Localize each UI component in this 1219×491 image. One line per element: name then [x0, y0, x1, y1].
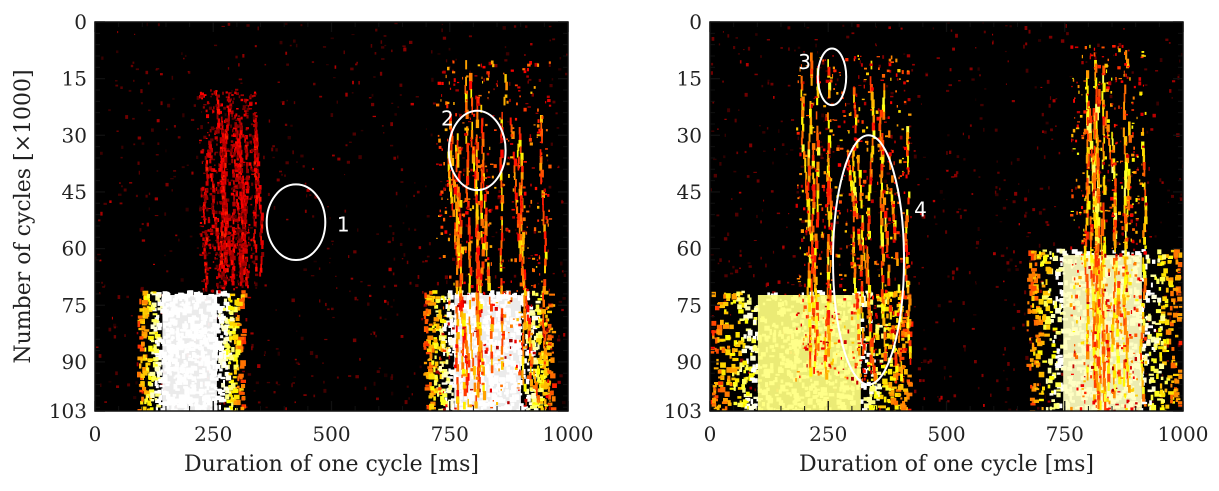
y-tick-label-103: 103	[49, 399, 87, 423]
y-tick-label-90: 90	[677, 350, 702, 374]
heatmap-panel-2: 3 4 0 250 500 750 1000 0 15 30 45 60 75 90 103 Duration…	[664, 10, 1209, 477]
x-tick-label-500: 500	[312, 422, 350, 446]
annotation-label-2: 2	[441, 107, 454, 131]
y-tick-label-15: 15	[62, 67, 87, 91]
saturated-block-1	[137, 290, 248, 416]
y-axis-label: Number of cycles [×1000]	[11, 69, 36, 363]
y-tick-label-0: 0	[74, 10, 87, 34]
y-tick-label-60: 60	[677, 237, 702, 261]
y-tick-label-45: 45	[677, 180, 702, 204]
y-tick-label-60: 60	[62, 237, 87, 261]
annotation-label-4: 4	[914, 197, 927, 221]
x-tick-label-1000: 1000	[1158, 422, 1209, 446]
x-tick-label-0: 0	[89, 422, 102, 446]
x-tick-label-500: 500	[927, 422, 965, 446]
y-tick-label-45: 45	[62, 180, 87, 204]
annotation-label-3: 3	[798, 50, 811, 74]
x-tick-label-250: 250	[194, 422, 232, 446]
y-tick-label-0: 0	[689, 10, 702, 34]
annotation-label-1: 1	[337, 212, 350, 236]
y-tick-label-75: 75	[677, 293, 702, 317]
x-tick-label-1000: 1000	[543, 422, 594, 446]
y-tick-label-30: 30	[677, 123, 702, 147]
y-tick-label-103: 103	[664, 399, 702, 423]
x-tick-label-250: 250	[809, 422, 847, 446]
y-tick-label-75: 75	[62, 293, 87, 317]
y-tick-label-30: 30	[62, 123, 87, 147]
x-tick-label-0: 0	[704, 422, 717, 446]
y-tick-label-15: 15	[677, 67, 702, 91]
y-tick-label-90: 90	[62, 350, 87, 374]
x-tick-label-750: 750	[1046, 422, 1084, 446]
x-axis-label: Duration of one cycle [ms]	[799, 452, 1094, 477]
x-axis-label: Duration of one cycle [ms]	[184, 452, 479, 477]
x-tick-label-750: 750	[431, 422, 469, 446]
heatmap-panel-1: 1 2 0 250 500 750 1000 0 15 30 45 60 75 90 103 Duration…	[11, 10, 593, 477]
